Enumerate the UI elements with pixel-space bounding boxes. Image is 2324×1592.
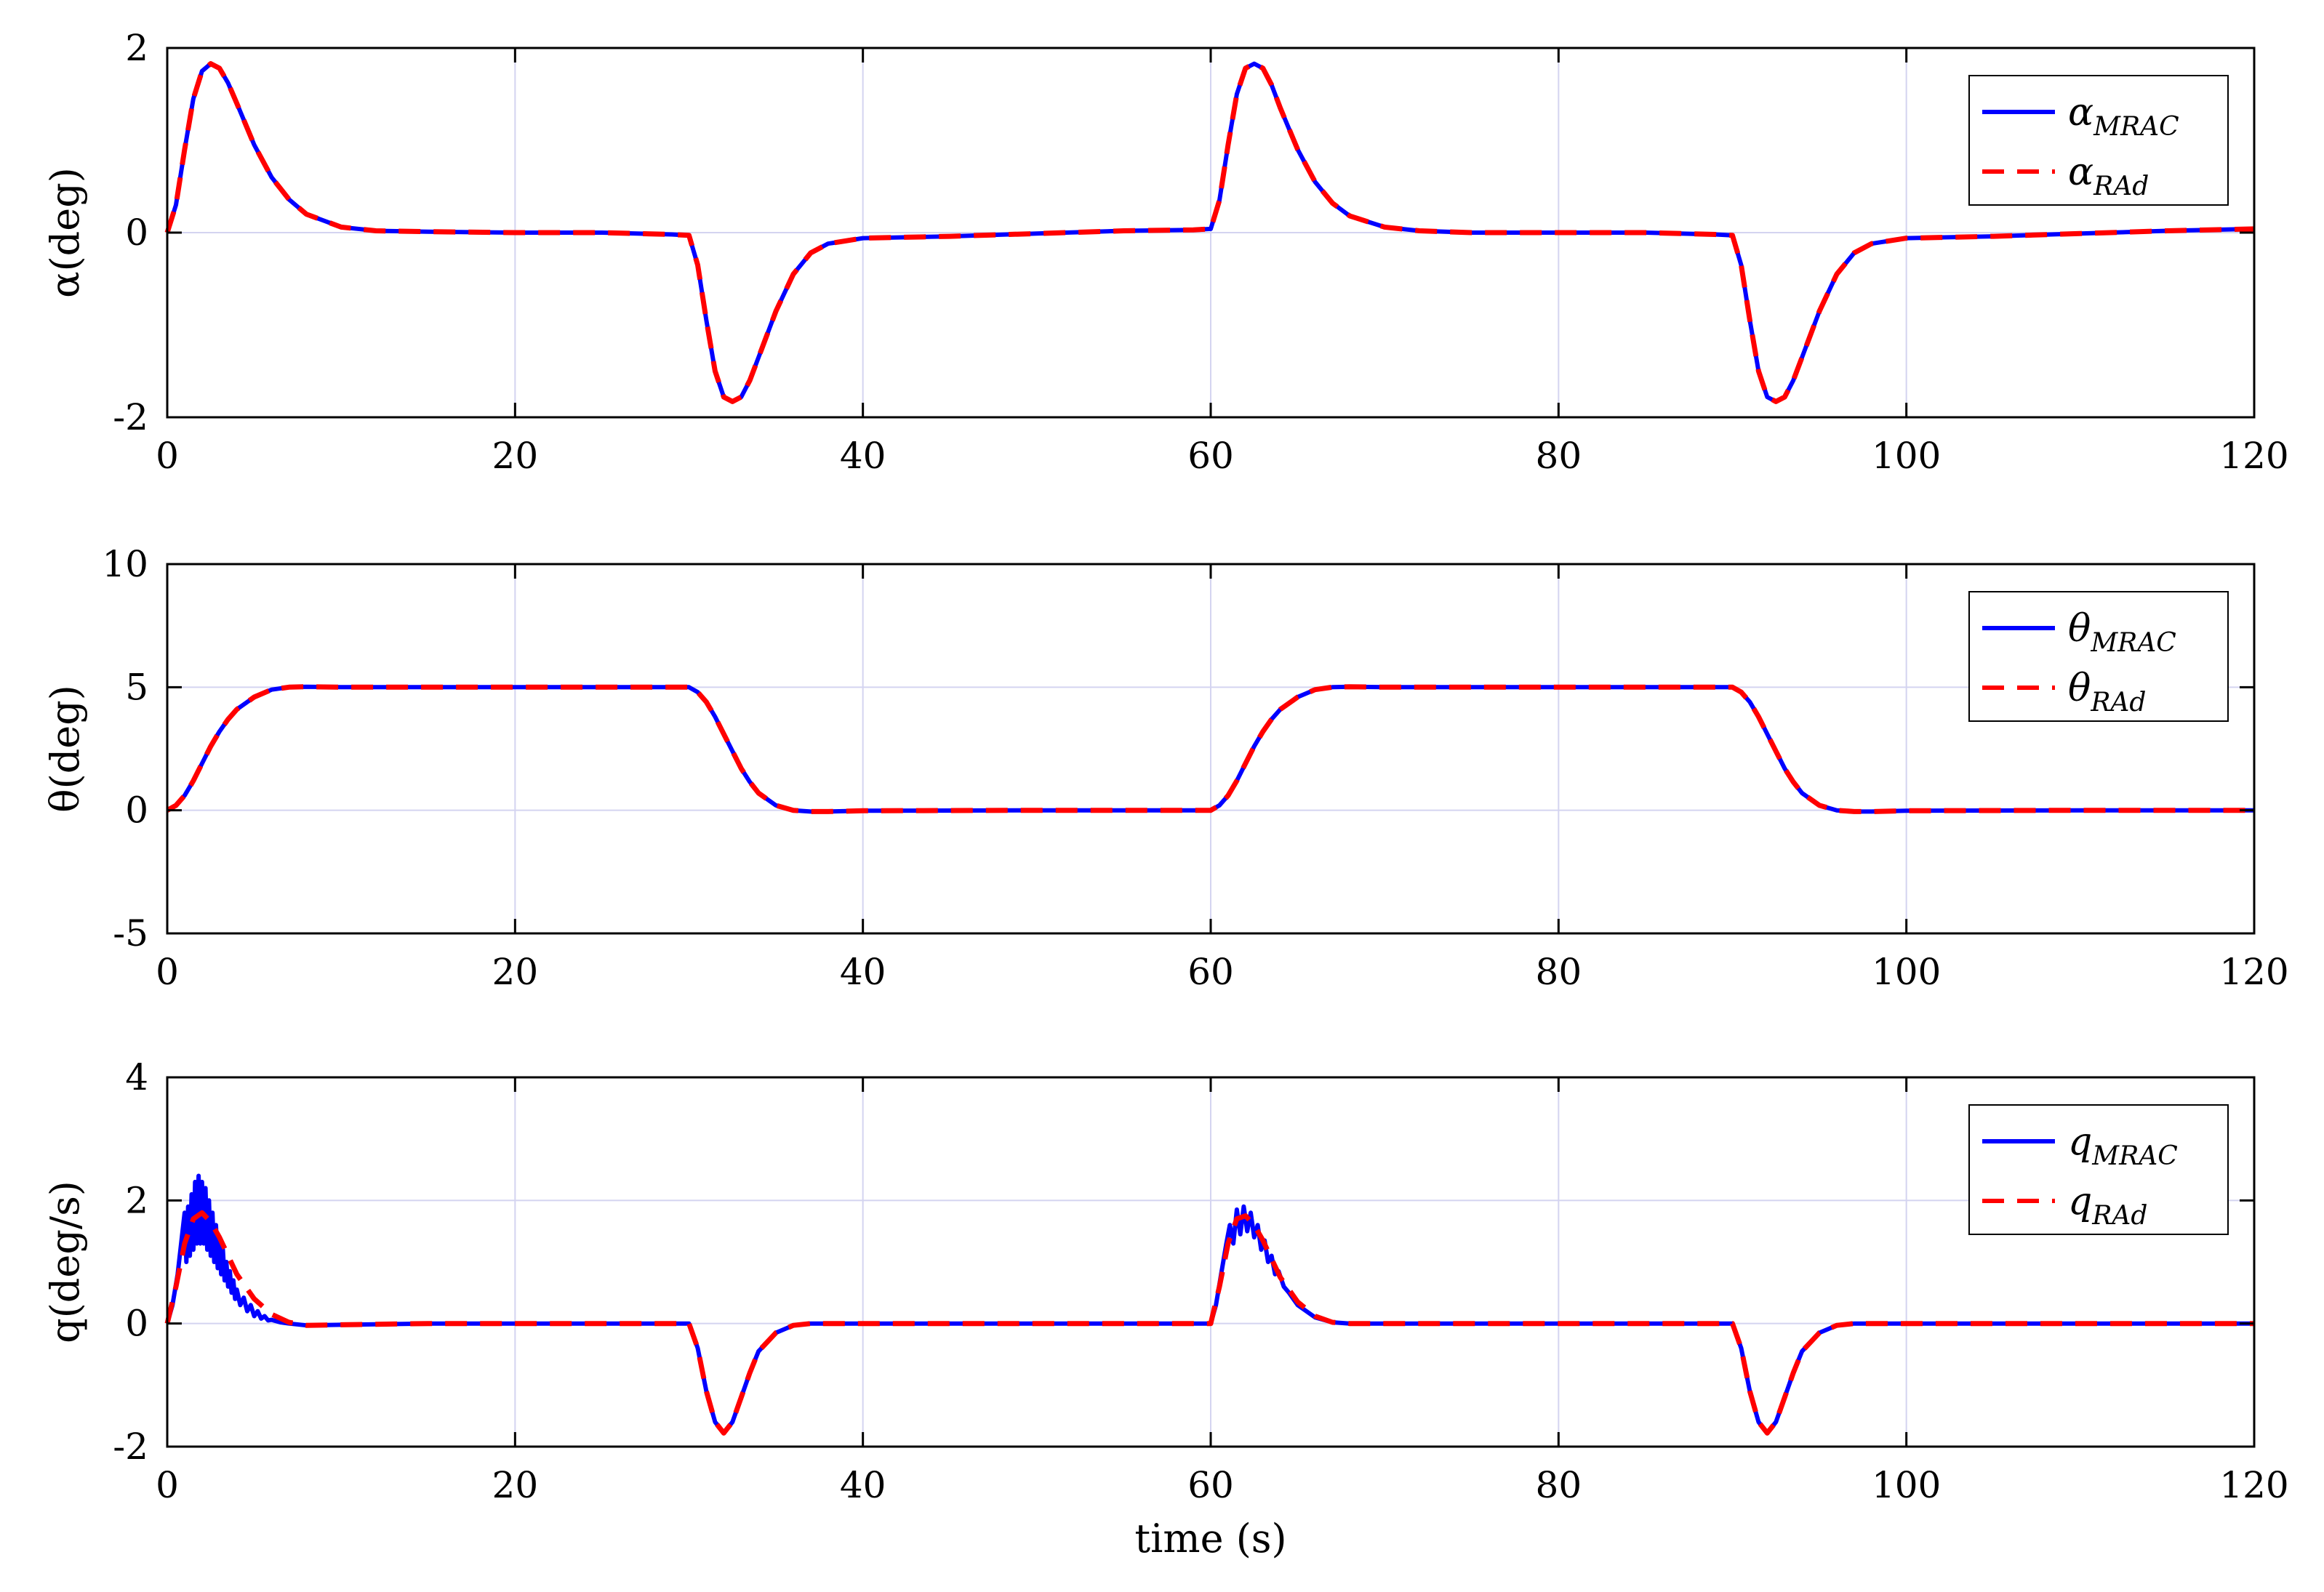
legend-entry: αRAd	[2068, 150, 2149, 201]
x-tick-label: 40	[840, 1464, 886, 1506]
legend-entry: θMRAC	[2068, 607, 2176, 658]
legend-entry-subscript: RAd	[2090, 688, 2146, 717]
legend-box	[1968, 75, 2229, 206]
legend-entry-subscript: RAd	[2093, 172, 2149, 201]
y-axis-label: α(deg)	[42, 167, 88, 298]
x-tick-label: 20	[492, 1464, 539, 1506]
x-tick-label: 100	[1872, 1464, 1941, 1506]
y-axis-label: θ(deg)	[42, 685, 88, 813]
legend-entry-base: θ	[2068, 607, 2091, 651]
legend-entry: qRAd	[2068, 1180, 2147, 1231]
y-tick-label: 2	[125, 27, 148, 69]
x-tick-label: 0	[156, 1464, 179, 1506]
y-tick-label: 4	[125, 1056, 148, 1098]
y-axis-label: q(deg/s)	[42, 1181, 88, 1343]
x-tick-label: 100	[1872, 951, 1941, 993]
x-tick-label: 20	[492, 435, 539, 477]
series-line-θ-RAd	[166, 684, 2254, 814]
x-tick-label: 40	[840, 951, 886, 993]
legend-entry: θRAd	[2068, 667, 2146, 717]
legend-entry-base: q	[2068, 1180, 2092, 1223]
x-tick-label: 60	[1187, 1464, 1234, 1506]
x-tick-label: 60	[1187, 435, 1234, 477]
x-tick-label: 0	[156, 435, 179, 477]
x-tick-label: 120	[2219, 951, 2288, 993]
legend-entry-subscript: MRAC	[2090, 628, 2176, 658]
legend-entry-base: θ	[2068, 667, 2091, 710]
legend-entry: qMRAC	[2068, 1120, 2178, 1171]
y-tick-label: -2	[113, 1426, 148, 1468]
x-tick-label: 120	[2219, 1464, 2288, 1506]
y-tick-label: 0	[125, 789, 148, 832]
x-tick-label: 80	[1536, 951, 1582, 993]
x-tick-label: 0	[156, 951, 179, 993]
x-tick-label: 60	[1187, 951, 1234, 993]
legend-entry-subscript: RAd	[2091, 1201, 2147, 1231]
legend-entry-base: q	[2068, 1120, 2092, 1164]
legend-box	[1968, 1104, 2229, 1235]
legend-entry-subscript: MRAC	[2091, 1141, 2178, 1171]
x-tick-label: 40	[840, 435, 886, 477]
y-tick-label: -2	[113, 396, 148, 438]
y-tick-label: 0	[125, 1303, 148, 1345]
legend-entry: αMRAC	[2068, 91, 2179, 142]
y-tick-label: 10	[102, 543, 148, 585]
y-tick-label: 2	[125, 1179, 148, 1221]
x-tick-label: 100	[1872, 435, 1941, 477]
x-axis-label: time (s)	[1134, 1516, 1286, 1561]
x-tick-label: 120	[2219, 435, 2288, 477]
x-tick-label: 80	[1536, 435, 1582, 477]
y-tick-label: 0	[125, 212, 148, 254]
legend-entry-base: α	[2068, 91, 2093, 134]
y-tick-label: -5	[113, 912, 148, 954]
x-tick-label: 80	[1536, 1464, 1582, 1506]
x-tick-label: 20	[492, 951, 539, 993]
legend-entry-subscript: MRAC	[2093, 112, 2179, 142]
series-line-α-RAd	[164, 61, 2255, 404]
legend-entry-base: α	[2068, 150, 2093, 194]
legend-box	[1968, 591, 2229, 722]
y-tick-label: 5	[125, 666, 148, 708]
series-line-q-RAd	[164, 1210, 2254, 1436]
